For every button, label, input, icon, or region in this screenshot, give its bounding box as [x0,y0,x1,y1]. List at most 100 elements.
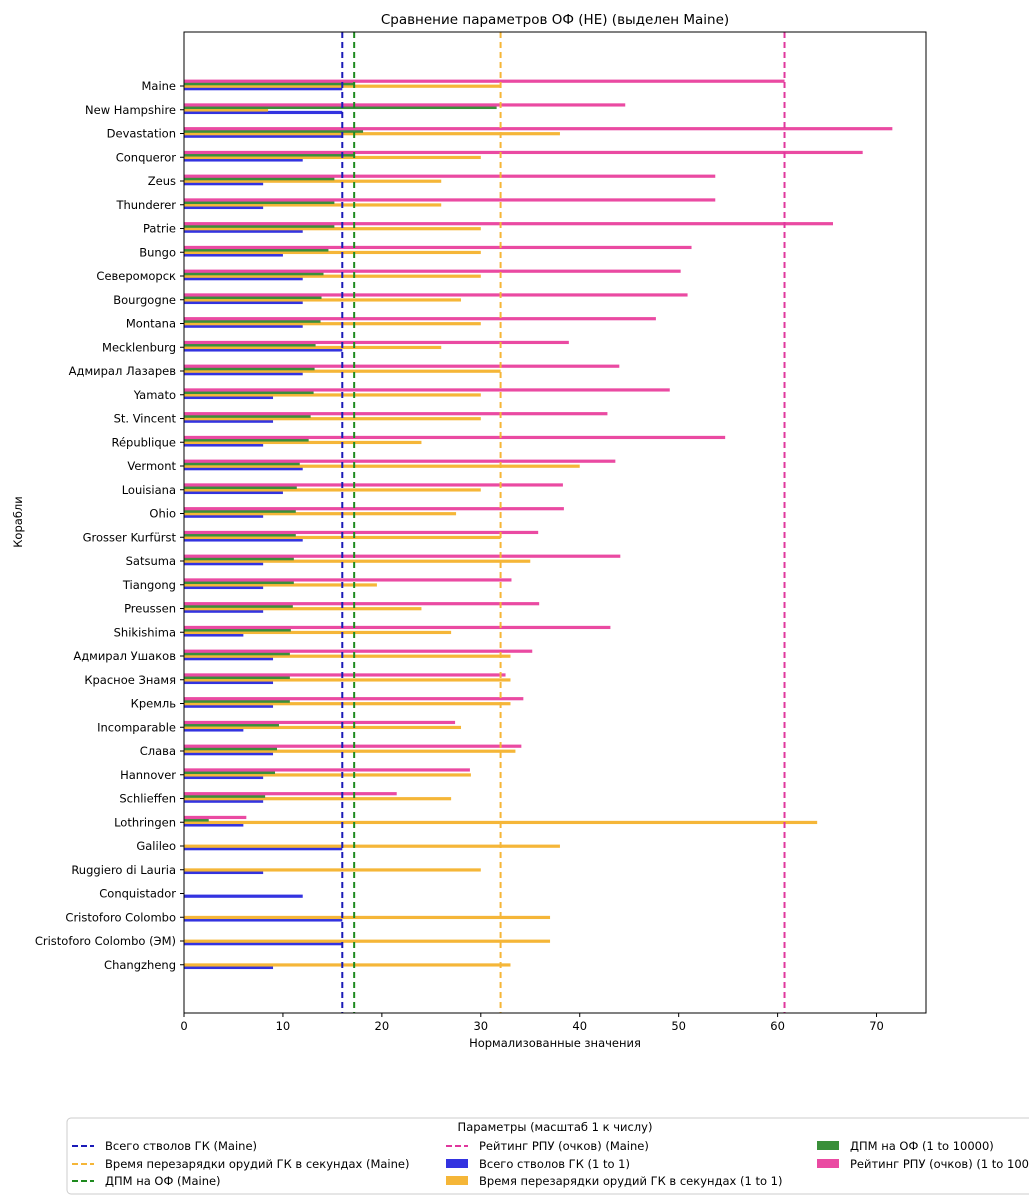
bar-ohio-s2 [184,509,296,513]
y-tick-label: Слава [140,744,176,758]
bar-адмирал-лазарев-s0 [184,372,303,376]
y-tick-label: Vermont [127,459,176,473]
bar-changzheng-s0 [184,965,274,970]
chart-title: Сравнение параметров ОФ (НЕ) (выделен Ma… [381,12,729,28]
bar-thunderer-s3 [184,198,716,202]
y-tick-label: Mecklenburg [102,340,176,354]
bar-shikishima-s0 [184,633,244,637]
bar-красное-знамя-s0 [184,680,274,685]
legend-frame [66,1117,1029,1195]
bar-r-publique-s2 [184,438,309,442]
y-tick-label: Satsuma [126,554,176,568]
bar-preussen-s0 [184,609,264,613]
bar-shikishima-s3 [184,625,611,630]
bar-preussen-s1 [184,607,422,611]
y-tick-label: Louisiana [122,483,176,497]
legend-swatch-patch [446,1159,468,1168]
bar-lothringen-s2 [184,818,209,822]
legend: Параметры (масштаб 1 к числу) Всего ство… [66,1117,1029,1195]
bar-bungo-s3 [184,245,692,250]
bar-thunderer-s2 [184,200,335,205]
bar-bungo-s1 [184,250,481,255]
bar-ohio-s1 [184,512,457,516]
bar-r-publique-s0 [184,443,264,447]
bar-zeus-s0 [184,182,264,186]
bar-bungo-s2 [184,248,329,252]
bar-shikishima-s1 [184,630,452,635]
bar-maine-s3 [184,79,785,83]
bar-patrie-s1 [184,227,481,231]
bar-montana-s3 [184,317,656,321]
y-tick-label: Zeus [148,174,176,188]
bar-grosser-kurf-rst-s2 [184,533,296,537]
bar-mecklenburg-s0 [184,348,343,352]
bar-слава-s3 [184,744,522,748]
y-tick-label: Galileo [136,839,176,853]
bar-conqueror-s2 [184,153,355,157]
bar-galileo-s1 [184,844,560,848]
bar-североморск-s2 [184,272,324,276]
bar-zeus-s2 [184,177,335,181]
y-tick-label: Адмирал Лазарев [69,364,177,378]
bar-conqueror-s0 [184,158,303,162]
bar-bourgogne-s0 [184,300,303,305]
bar-кремль-s1 [184,702,511,706]
y-tick-label: Patrie [143,222,176,236]
legend-label: Всего стволов ГК (Maine) [105,1139,257,1153]
bar-hannover-s3 [184,768,470,772]
y-tick-label: Североморск [96,269,176,283]
bar-bourgogne-s1 [184,298,462,302]
bar-mecklenburg-s3 [184,340,569,345]
bar-адмирал-лазарев-s3 [184,364,620,368]
legend-items: Всего стволов ГК (Maine) Время перезарядк… [72,1139,1029,1188]
y-tick-label: Кремль [131,697,177,711]
y-tick-label: Conqueror [116,150,177,164]
y-tick-label: Hannover [120,768,176,782]
bar-r-publique-s1 [184,440,422,445]
bar-bungo-s0 [184,253,283,257]
bar-maine-s2 [184,82,355,86]
y-tick-label: Preussen [124,602,176,616]
y-tick-label: Адмирал Ушаков [73,649,176,663]
bar-zeus-s1 [184,179,442,183]
bar-preussen-s2 [184,604,293,608]
bar-new-hampshire-s1 [184,108,269,112]
bar-кремль-s3 [184,697,524,701]
bar-satsuma-s1 [184,559,531,563]
y-tick-label: République [112,435,177,449]
bar-красное-знамя-s2 [184,675,290,680]
bar-new-hampshire-s0 [184,110,343,115]
bar-st-vincent-s0 [184,419,274,423]
bar-слава-s1 [184,749,516,753]
bar-кремль-s0 [184,704,274,708]
bar-cristoforo-colombo-s0 [184,918,343,922]
bar-conqueror-s3 [184,150,863,155]
bar-devastation-s0 [184,134,343,138]
bar-incomparable-s1 [184,725,462,730]
y-tick-label: Ruggiero di Lauria [71,863,176,877]
bar-st-vincent-s1 [184,417,481,421]
y-tick-label: Lothringen [114,815,176,829]
y-tick-label: Changzheng [104,958,176,972]
x-axis-ticks: 0 10 20 30 40 50 60 70 [180,1013,884,1033]
bar-адмирал-ушаков-s3 [184,649,533,653]
bar-vermont-s1 [184,464,580,468]
bar-yamato-s2 [184,390,314,395]
x-tick-label: 50 [671,1019,686,1033]
bar-красное-знамя-s1 [184,678,511,682]
bar-grosser-kurf-rst-s3 [184,530,539,535]
bar-североморск-s3 [184,269,681,273]
y-tick-label: Maine [141,79,176,93]
bar-cristoforo-colombo-эм-s1 [184,939,551,943]
bar-mecklenburg-s1 [184,345,442,350]
bar-louisiana-s1 [184,488,481,492]
bar-schlieffen-s1 [184,797,452,801]
x-tick-label: 20 [375,1019,390,1033]
legend-label: ДПМ на ОФ (Maine) [105,1174,221,1188]
bar-адмирал-ушаков-s0 [184,657,274,661]
bars-layer [184,79,893,970]
bar-tiangong-s2 [184,580,294,585]
bar-st-vincent-s3 [184,412,608,416]
legend-label: ДПМ на ОФ (1 to 10000) [850,1139,994,1153]
bar-hannover-s0 [184,775,264,780]
